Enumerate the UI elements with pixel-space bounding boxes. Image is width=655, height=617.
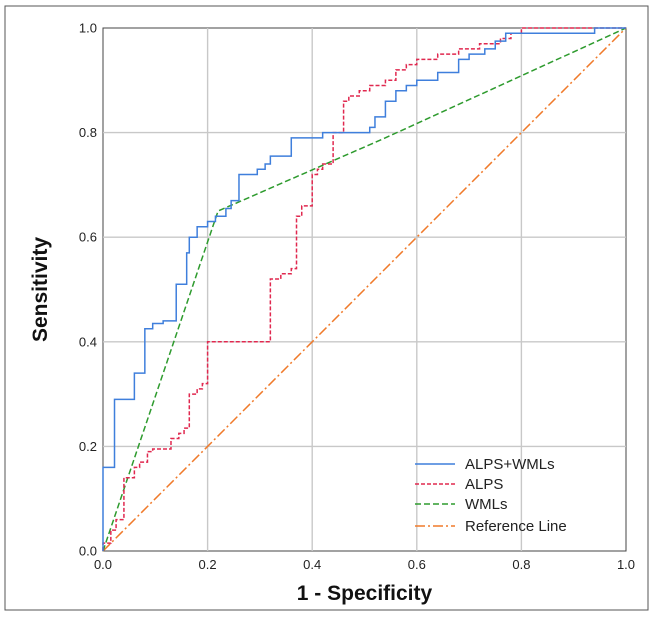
y-tick-label: 0.4 — [79, 334, 97, 349]
x-tick-label: 0.4 — [303, 557, 321, 572]
y-tick-label: 0.0 — [79, 544, 97, 559]
x-tick-label: 0.0 — [94, 557, 112, 572]
series-line-wmls — [102, 27, 627, 552]
y-tick-label: 1.0 — [79, 21, 97, 36]
y-axis-title: Sensitivity — [29, 237, 52, 342]
grid — [103, 28, 626, 551]
x-tick-label: 0.8 — [512, 557, 530, 572]
tick-labels: 0.0 0.2 0.4 0.6 0.8 1.0 0.0 0.2 0.4 0.6 0.8 1.0 — [79, 21, 635, 573]
x-tick-label: 0.6 — [408, 557, 426, 572]
x-tick-label: 0.2 — [199, 557, 217, 572]
series-line-reference-line — [102, 27, 627, 552]
series-line-alps-wmls — [102, 27, 626, 551]
legend-label-wmls: WMLs — [465, 496, 508, 513]
x-tick-label: 1.0 — [617, 557, 635, 572]
series-line-alps — [102, 27, 626, 551]
x-axis-title: 1 - Specificity — [297, 582, 433, 605]
legend-label-reference-line: Reference Line — [465, 518, 567, 535]
y-tick-label: 0.2 — [79, 439, 97, 454]
y-tick-label: 0.6 — [79, 230, 97, 245]
series-lines — [102, 27, 627, 552]
legend-label-alps-wmls: ALPS+WMLs — [465, 456, 555, 473]
y-tick-label: 0.8 — [79, 125, 97, 140]
legend: ALPS+WMLs ALPS WMLs Reference Line — [415, 456, 567, 535]
legend-label-alps: ALPS — [465, 476, 503, 493]
